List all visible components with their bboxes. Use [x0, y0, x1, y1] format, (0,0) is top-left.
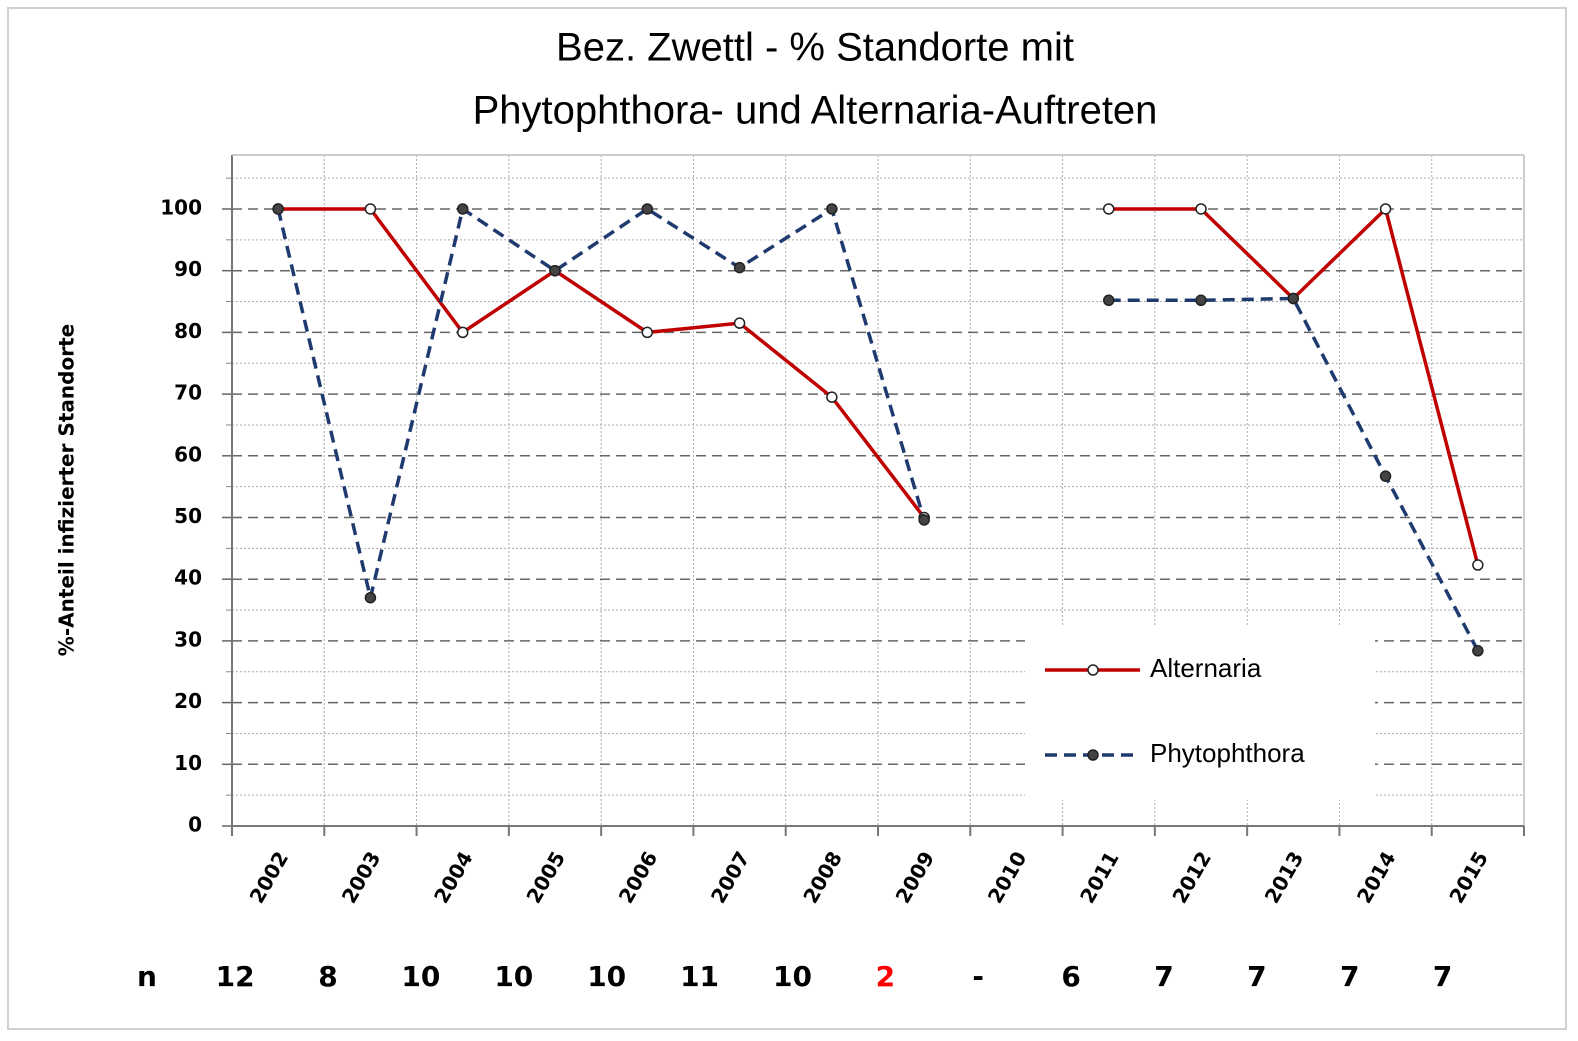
n-value: - [972, 960, 984, 993]
n-value: 8 [318, 960, 337, 993]
legend-label: Alternaria [1150, 653, 1262, 683]
marker [641, 326, 654, 339]
y-tick-label: 60 [174, 442, 202, 466]
marker [364, 203, 377, 215]
marker [1102, 294, 1115, 307]
marker [826, 391, 838, 403]
y-tick-label: 80 [174, 319, 202, 343]
series-line [276, 206, 1480, 652]
y-tick-label: 20 [174, 689, 202, 713]
y-tick-label: 10 [174, 751, 202, 775]
n-value: 7 [1433, 960, 1452, 993]
chart-title: Phytophthora- und Alternaria-Auftreten [473, 89, 1158, 133]
n-value: 10 [773, 960, 812, 993]
marker [641, 203, 654, 215]
y-tick-label: 30 [174, 627, 202, 651]
marker [549, 264, 561, 277]
n-value: 7 [1247, 960, 1266, 993]
n-value: 11 [680, 960, 719, 993]
legend-marker [1087, 749, 1099, 761]
y-tick-label: 50 [174, 504, 202, 528]
n-value: 10 [587, 960, 626, 993]
y-tick-label: 100 [160, 195, 202, 219]
marker [733, 261, 746, 274]
marker [1379, 203, 1392, 215]
marker [826, 203, 838, 215]
y-tick-label: 70 [174, 381, 202, 405]
n-value: 12 [216, 960, 255, 993]
chart-title: Bez. Zwettl - % Standorte mit [556, 26, 1074, 70]
marker [456, 326, 469, 339]
legend-box [1025, 625, 1375, 800]
marker [364, 591, 377, 604]
marker [1472, 559, 1484, 571]
marker [1195, 294, 1207, 307]
n-value: 10 [401, 960, 440, 993]
n-value: 7 [1154, 960, 1173, 993]
marker [272, 203, 284, 215]
marker [1195, 203, 1207, 215]
y-tick-label: 90 [174, 257, 202, 281]
n-label: n [137, 960, 157, 993]
n-value: 10 [494, 960, 533, 993]
marker [456, 203, 469, 215]
marker [1379, 470, 1392, 482]
marker [918, 514, 930, 526]
y-axis-label: %-Anteil infizierter Standorte [55, 324, 79, 656]
marker [1102, 203, 1115, 215]
n-value: 2 [876, 960, 895, 993]
legend-marker [1087, 664, 1099, 676]
n-value: 7 [1340, 960, 1359, 993]
n-value: 6 [1061, 960, 1080, 993]
marker [1287, 292, 1300, 305]
y-tick-label: 0 [188, 813, 202, 837]
marker [733, 317, 746, 329]
y-tick-label: 40 [174, 566, 202, 590]
legend-label: Phytophthora [1150, 738, 1305, 768]
marker [1472, 645, 1484, 657]
frame [7, 7, 1567, 1030]
